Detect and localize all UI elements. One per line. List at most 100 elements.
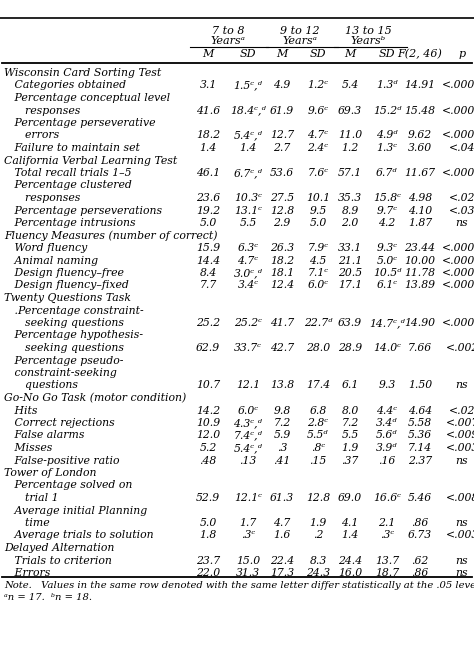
Text: Percentage intrusions: Percentage intrusions [4, 218, 136, 228]
Text: 4.10: 4.10 [408, 206, 432, 215]
Text: 12.0: 12.0 [196, 430, 220, 441]
Text: 5.9: 5.9 [273, 430, 291, 441]
Text: 9.8: 9.8 [273, 406, 291, 415]
Text: <.0001: <.0001 [442, 80, 474, 91]
Text: 2.7: 2.7 [273, 143, 291, 153]
Text: <.0002: <.0002 [442, 255, 474, 266]
Text: ns: ns [456, 568, 468, 578]
Text: <.003: <.003 [446, 443, 474, 453]
Text: constraint-seeking: constraint-seeking [4, 368, 117, 378]
Text: 7.6ᶜ: 7.6ᶜ [308, 168, 328, 178]
Text: 5.4ᶜ,ᵈ: 5.4ᶜ,ᵈ [234, 131, 263, 140]
Text: 1.5ᶜ,ᵈ: 1.5ᶜ,ᵈ [234, 80, 263, 91]
Text: Delayed Alternation: Delayed Alternation [4, 543, 114, 553]
Text: 7.4ᶜ,ᵈ: 7.4ᶜ,ᵈ [234, 430, 263, 441]
Text: Percentage pseudo-: Percentage pseudo- [4, 355, 123, 366]
Text: 10.7: 10.7 [196, 381, 220, 390]
Text: Yearsᵃ: Yearsᵃ [283, 36, 318, 46]
Text: .86: .86 [411, 568, 428, 578]
Text: 26.3: 26.3 [270, 243, 294, 253]
Text: responses: responses [4, 193, 81, 203]
Text: 15.2ᵈ: 15.2ᵈ [373, 106, 401, 116]
Text: 14.91: 14.91 [404, 80, 436, 91]
Text: 6.7ᵈ: 6.7ᵈ [376, 168, 398, 178]
Text: Yearsᵇ: Yearsᵇ [351, 36, 386, 46]
Text: responses: responses [4, 106, 81, 116]
Text: 21.1: 21.1 [338, 255, 362, 266]
Text: 13.7: 13.7 [375, 556, 399, 565]
Text: trial 1: trial 1 [4, 493, 58, 503]
Text: False-positive ratio: False-positive ratio [4, 456, 119, 466]
Text: seeking questions: seeking questions [4, 343, 124, 353]
Text: 18.7: 18.7 [375, 568, 399, 578]
Text: Percentage conceptual level: Percentage conceptual level [4, 93, 170, 103]
Text: 7.9ᶜ: 7.9ᶜ [308, 243, 328, 253]
Text: <.0001: <.0001 [442, 106, 474, 116]
Text: <.04: <.04 [449, 143, 474, 153]
Text: SD: SD [379, 49, 395, 59]
Text: 4.7ᶜ: 4.7ᶜ [237, 255, 258, 266]
Text: Animal naming: Animal naming [4, 255, 98, 266]
Text: 6.3ᶜ: 6.3ᶜ [237, 243, 258, 253]
Text: 8.3: 8.3 [310, 556, 327, 565]
Text: .41: .41 [273, 456, 291, 466]
Text: 7.2: 7.2 [273, 418, 291, 428]
Text: 9.6ᶜ: 9.6ᶜ [308, 106, 328, 116]
Text: .16: .16 [378, 456, 396, 466]
Text: 4.64: 4.64 [408, 406, 432, 415]
Text: 10.00: 10.00 [404, 255, 436, 266]
Text: .3ᶜ: .3ᶜ [241, 530, 255, 541]
Text: 18.2: 18.2 [196, 131, 220, 140]
Text: 16.0: 16.0 [338, 568, 362, 578]
Text: .3ᶜ: .3ᶜ [380, 530, 394, 541]
Text: 1.50: 1.50 [408, 381, 432, 390]
Text: 1.4: 1.4 [239, 143, 256, 153]
Text: 5.0: 5.0 [200, 218, 217, 228]
Text: SD: SD [240, 49, 256, 59]
Text: 2.0: 2.0 [341, 218, 359, 228]
Text: F(2, 46): F(2, 46) [398, 49, 442, 59]
Text: 3.4ᵈ: 3.4ᵈ [376, 418, 398, 428]
Text: 9.5: 9.5 [310, 206, 327, 215]
Text: Correct rejections: Correct rejections [4, 418, 115, 428]
Text: 16.6ᶜ: 16.6ᶜ [373, 493, 401, 503]
Text: ns: ns [456, 556, 468, 565]
Text: 9.62: 9.62 [408, 131, 432, 140]
Text: Wisconsin Card Sorting Test: Wisconsin Card Sorting Test [4, 68, 161, 78]
Text: 7 to 8: 7 to 8 [212, 26, 244, 36]
Text: 4.9: 4.9 [273, 80, 291, 91]
Text: <.02: <.02 [449, 406, 474, 415]
Text: <.008: <.008 [446, 493, 474, 503]
Text: 4.4ᶜ: 4.4ᶜ [376, 406, 398, 415]
Text: 10.1: 10.1 [306, 193, 330, 203]
Text: 31.3: 31.3 [236, 568, 260, 578]
Text: 5.4: 5.4 [341, 80, 359, 91]
Text: <.0001: <.0001 [442, 268, 474, 278]
Text: 4.5: 4.5 [310, 255, 327, 266]
Text: 69.3: 69.3 [338, 106, 362, 116]
Text: 15.48: 15.48 [404, 106, 436, 116]
Text: 5.6ᵈ: 5.6ᵈ [376, 430, 398, 441]
Text: Categories obtained: Categories obtained [4, 80, 126, 91]
Text: 5.4ᶜ,ᵈ: 5.4ᶜ,ᵈ [234, 443, 263, 453]
Text: 18.1: 18.1 [270, 268, 294, 278]
Text: Fluency Measures (number of correct): Fluency Measures (number of correct) [4, 231, 218, 241]
Text: Hits: Hits [4, 406, 37, 415]
Text: 41.7: 41.7 [270, 318, 294, 328]
Text: 2.37: 2.37 [408, 456, 432, 466]
Text: 2.9: 2.9 [273, 218, 291, 228]
Text: 2.8ᶜ: 2.8ᶜ [308, 418, 328, 428]
Text: Design fluency–free: Design fluency–free [4, 268, 124, 278]
Text: 7.7: 7.7 [200, 281, 217, 291]
Text: 11.67: 11.67 [404, 168, 436, 178]
Text: Percentage clustered: Percentage clustered [4, 180, 132, 191]
Text: 18.2: 18.2 [270, 255, 294, 266]
Text: 4.7: 4.7 [273, 518, 291, 528]
Text: 12.8: 12.8 [306, 493, 330, 503]
Text: 1.2: 1.2 [341, 143, 359, 153]
Text: 8.4: 8.4 [200, 268, 217, 278]
Text: <.003: <.003 [446, 530, 474, 541]
Text: 23.7: 23.7 [196, 556, 220, 565]
Text: 62.9: 62.9 [196, 343, 220, 353]
Text: .Percentage constraint-: .Percentage constraint- [4, 306, 144, 315]
